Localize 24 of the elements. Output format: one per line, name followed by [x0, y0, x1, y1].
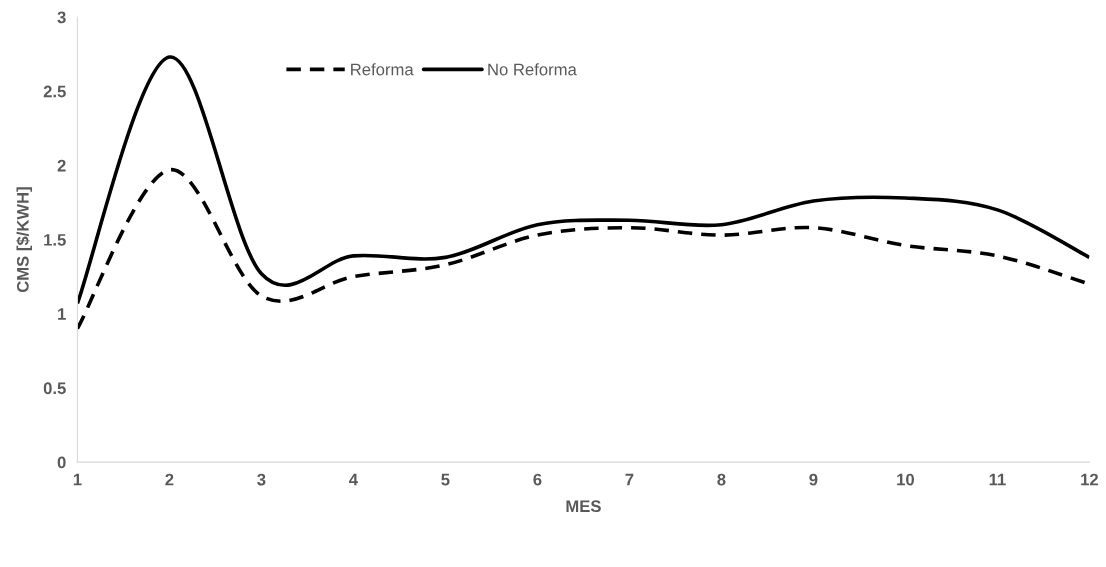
- x-tick-label: 7: [625, 473, 634, 486]
- y-axis-title: CMS [$/KWH]: [16, 187, 33, 293]
- x-tick-label: 4: [349, 473, 358, 486]
- legend-label: No Reforma: [488, 63, 577, 76]
- line-series: [77, 55, 1090, 306]
- x-tick-label: 5: [441, 473, 450, 486]
- x-tick-label: 8: [717, 473, 726, 486]
- x-tick-label: 6: [533, 473, 542, 486]
- y-tick-label: 0.5: [43, 382, 66, 395]
- x-tick-label: 3: [257, 473, 266, 486]
- y-tick-label: 1.5: [44, 234, 66, 246]
- y-tick-label: 2: [57, 159, 66, 172]
- x-tick-label: 10: [897, 473, 914, 486]
- y-tick-label: 3: [57, 11, 66, 24]
- x-tick-label: 9: [809, 473, 818, 486]
- x-tick-label: 12: [1081, 473, 1099, 486]
- y-tick-label: 1: [58, 308, 66, 320]
- x-tick-label: 1: [73, 473, 82, 486]
- x-tick-label: 2: [165, 473, 174, 486]
- y-tick-label: 0: [57, 456, 66, 469]
- y-tick-label: 2.5: [43, 85, 66, 98]
- legend-label: Reforma: [351, 63, 414, 76]
- x-axis-title: MES: [566, 500, 601, 513]
- x-tick-label: 11: [989, 473, 1006, 486]
